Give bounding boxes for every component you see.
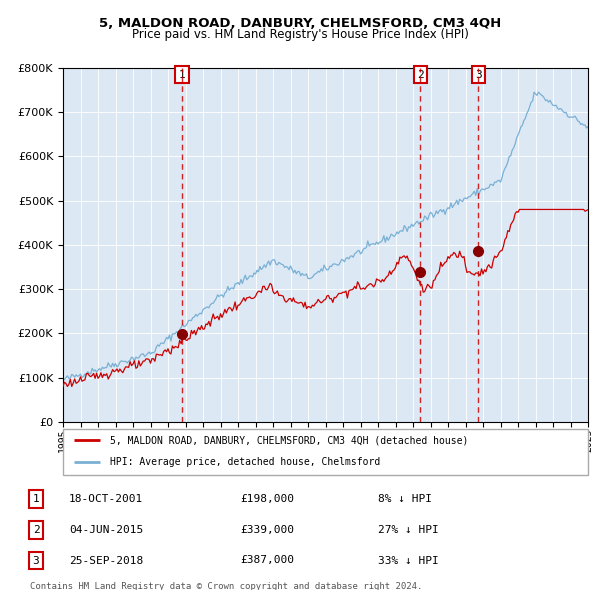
Text: HPI: Average price, detached house, Chelmsford: HPI: Average price, detached house, Chel…: [110, 457, 380, 467]
Text: £387,000: £387,000: [240, 556, 294, 565]
Text: 5, MALDON ROAD, DANBURY, CHELMSFORD, CM3 4QH: 5, MALDON ROAD, DANBURY, CHELMSFORD, CM3…: [99, 17, 501, 30]
Text: 3: 3: [475, 70, 482, 80]
Text: 18-OCT-2001: 18-OCT-2001: [69, 494, 143, 504]
Text: Price paid vs. HM Land Registry's House Price Index (HPI): Price paid vs. HM Land Registry's House …: [131, 28, 469, 41]
Text: 1: 1: [179, 70, 185, 80]
Text: 27% ↓ HPI: 27% ↓ HPI: [378, 525, 439, 535]
Text: 2: 2: [32, 525, 40, 535]
Text: 25-SEP-2018: 25-SEP-2018: [69, 556, 143, 565]
Text: £339,000: £339,000: [240, 525, 294, 535]
Text: 2: 2: [417, 70, 424, 80]
Text: Contains HM Land Registry data © Crown copyright and database right 2024.: Contains HM Land Registry data © Crown c…: [30, 582, 422, 590]
Text: 1: 1: [32, 494, 40, 504]
Text: 04-JUN-2015: 04-JUN-2015: [69, 525, 143, 535]
Text: 5, MALDON ROAD, DANBURY, CHELMSFORD, CM3 4QH (detached house): 5, MALDON ROAD, DANBURY, CHELMSFORD, CM3…: [110, 435, 469, 445]
Text: 3: 3: [32, 556, 40, 565]
Text: 8% ↓ HPI: 8% ↓ HPI: [378, 494, 432, 504]
Text: 33% ↓ HPI: 33% ↓ HPI: [378, 556, 439, 565]
Text: £198,000: £198,000: [240, 494, 294, 504]
